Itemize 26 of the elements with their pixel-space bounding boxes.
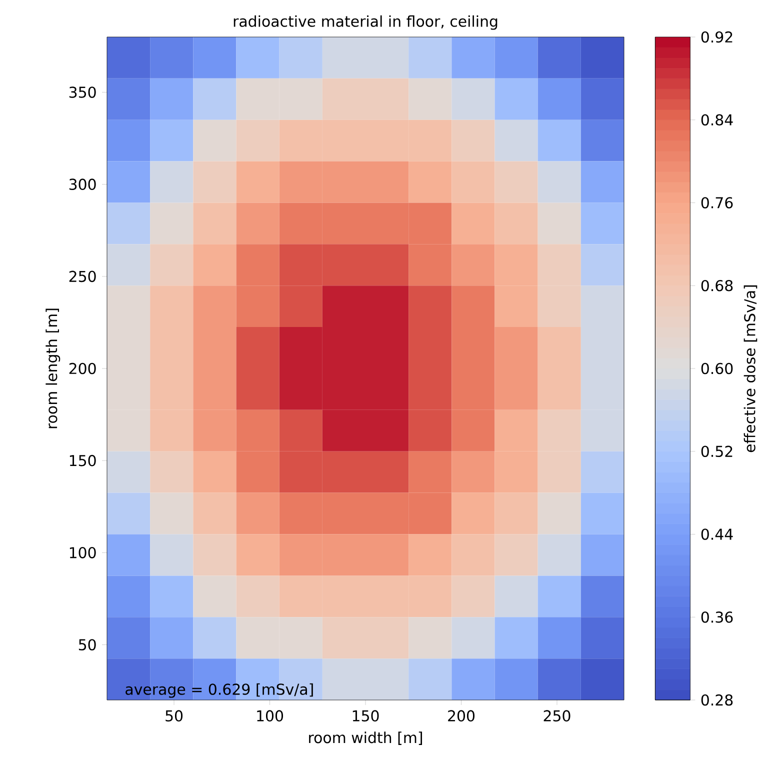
y-tick-label: 300 [69,178,96,190]
x-tick-label: 100 [257,710,284,722]
x-tick-label: 250 [544,710,570,722]
chart-title: radioactive material in floor, ceiling [234,15,498,30]
color-bar-label: 0.44 [701,528,733,540]
color-bar-label: 0.28 [701,694,733,706]
x-tick-label: 50 [166,710,183,722]
color-bar-label: 0.92 [701,31,732,43]
y-tick-label: 350 [69,86,96,98]
color-bar-label: 0.36 [701,611,733,623]
color-bar-label: 0.60 [701,362,733,374]
color-bar-title: effective dose [mSv/a] [744,285,758,452]
color-bar-label: 0.52 [701,446,732,458]
x-tick-label: 150 [352,710,379,722]
color-bar-label: 0.84 [701,114,733,126]
color-bar-label: 0.76 [701,197,733,208]
y-tick-label: 50 [78,639,96,650]
y-tick-label: 250 [69,270,96,282]
y-tick-label: 200 [69,362,96,374]
x-tick-label: 200 [448,710,475,722]
annotation: average = 0.629 [mSv/a] [126,683,313,698]
color-bar-label: 0.68 [701,280,733,292]
y-axis-title: room length [m] [46,308,60,428]
x-axis-title: room width [m] [309,732,422,745]
y-tick-label: 100 [70,547,96,558]
y-tick-label: 150 [70,454,96,466]
